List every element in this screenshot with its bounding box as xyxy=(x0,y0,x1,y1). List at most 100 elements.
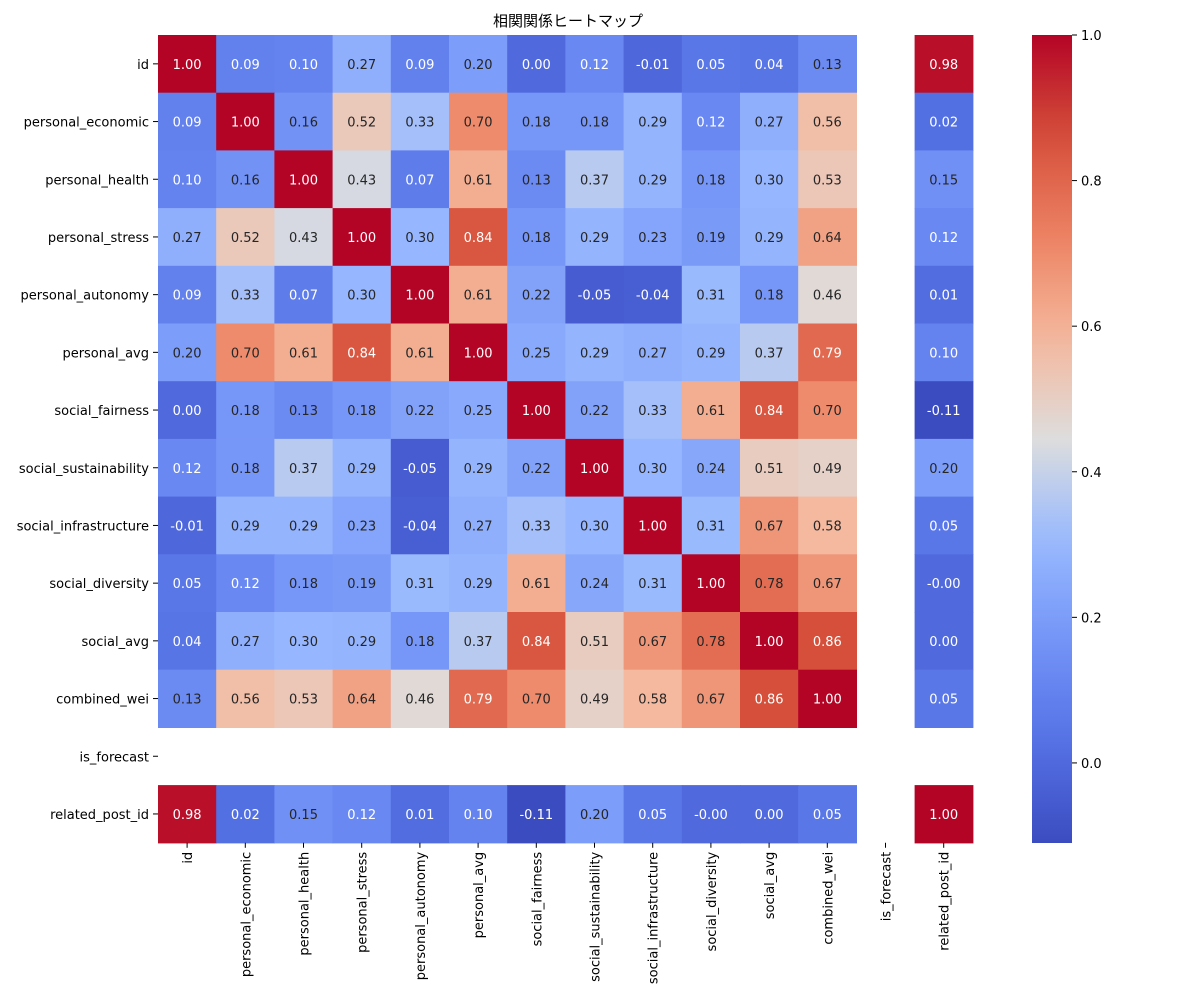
heatmap-cell xyxy=(914,265,974,325)
x-tick-label: social_avg xyxy=(763,852,778,919)
cell-value-label: 0.70 xyxy=(813,404,842,419)
heatmap-cell xyxy=(623,35,683,94)
cell-value-label: 1.00 xyxy=(173,58,202,73)
heatmap-cell xyxy=(507,612,566,671)
cell-value-label: 0.22 xyxy=(580,404,609,419)
cell-value-label: 0.20 xyxy=(580,808,609,823)
cell-value-label: 0.86 xyxy=(755,693,784,708)
x-tick-label: personal_stress xyxy=(356,852,371,953)
heatmap-cell xyxy=(914,438,974,498)
cell-value-label: 0.86 xyxy=(813,635,842,650)
cell-value-label: 0.07 xyxy=(289,289,318,304)
heatmap-cells xyxy=(158,35,974,844)
heatmap-cell xyxy=(565,669,625,728)
cell-value-label: 0.49 xyxy=(813,462,842,477)
cell-value-label: 0.53 xyxy=(289,693,318,708)
heatmap-cell xyxy=(507,381,566,440)
chart-title: 相関関係ヒートマップ xyxy=(493,12,643,30)
cell-value-label: 0.51 xyxy=(580,635,609,650)
heatmap-cell xyxy=(274,438,334,498)
heatmap-cell xyxy=(798,669,857,728)
heatmap-cell xyxy=(158,785,217,844)
cell-value-label: 0.61 xyxy=(405,346,434,361)
cell-value-label: 1.00 xyxy=(813,693,842,708)
heatmap-cell xyxy=(274,92,334,151)
cell-value-label: 0.58 xyxy=(813,519,842,534)
cell-value-label: 0.29 xyxy=(464,462,493,477)
cell-value-label: 1.00 xyxy=(522,404,551,419)
colorbar-tick-label: 1.0 xyxy=(1081,29,1102,44)
heatmap-cell xyxy=(274,208,334,267)
x-tick-label: social_infrastructure xyxy=(647,852,662,984)
heatmap-cell xyxy=(740,323,799,382)
heatmap-cell xyxy=(216,612,275,671)
cell-value-label: 1.00 xyxy=(755,635,784,650)
heatmap-cell xyxy=(623,381,683,440)
cell-value-label: 0.30 xyxy=(638,462,667,477)
y-tick-label: personal_avg xyxy=(62,346,149,361)
cell-value-label: 0.33 xyxy=(231,289,260,304)
cell-value-label: -0.04 xyxy=(636,289,670,304)
heatmap-cell xyxy=(332,150,392,209)
cell-value-label: 0.09 xyxy=(173,289,202,304)
cell-value-label: 0.84 xyxy=(347,346,376,361)
heatmap-cell xyxy=(798,496,857,555)
cell-value-label: -0.11 xyxy=(519,808,553,823)
heatmap-cell xyxy=(158,35,217,94)
cell-value-label: 0.00 xyxy=(173,404,202,419)
heatmap-cell xyxy=(274,554,334,613)
heatmap-cell xyxy=(390,438,450,498)
cell-value-label: 0.31 xyxy=(696,519,725,534)
cell-value-label: 0.25 xyxy=(522,346,551,361)
cell-value-label: 0.79 xyxy=(813,346,842,361)
heatmap-cell xyxy=(449,323,508,382)
cell-value-label: 1.00 xyxy=(405,289,434,304)
heatmap-cell xyxy=(449,150,508,209)
y-tick-label: personal_economic xyxy=(24,116,149,131)
cell-value-label: 0.19 xyxy=(696,231,725,246)
heatmap-cell xyxy=(623,323,683,382)
cell-value-label: 1.00 xyxy=(464,346,493,361)
heatmap-cell xyxy=(216,785,275,844)
heatmap-cell xyxy=(914,92,974,151)
cell-value-label: 0.70 xyxy=(464,116,493,131)
cell-value-label: 0.37 xyxy=(580,173,609,188)
cell-value-label: 0.29 xyxy=(347,462,376,477)
heatmap-cell xyxy=(332,323,392,382)
cell-value-label: 0.23 xyxy=(638,231,667,246)
cell-value-label: 0.10 xyxy=(289,58,318,73)
heatmap-cell xyxy=(158,496,217,555)
heatmap-cell xyxy=(740,612,799,671)
heatmap-cell xyxy=(390,669,450,728)
cell-value-label: 0.18 xyxy=(580,116,609,131)
x-tick-label: combined_wei xyxy=(821,852,836,945)
heatmap-cell xyxy=(507,150,566,209)
heatmap-cell xyxy=(914,554,974,613)
heatmap-cell xyxy=(565,92,625,151)
cell-value-label: -0.01 xyxy=(170,519,204,534)
cell-value-label: 0.18 xyxy=(231,462,260,477)
cell-value-label: 0.67 xyxy=(813,577,842,592)
heatmap-cell xyxy=(390,496,450,555)
heatmap-cell xyxy=(565,208,625,267)
cell-value-label: 0.02 xyxy=(231,808,260,823)
x-tick-label: personal_health xyxy=(298,852,313,956)
heatmap-cell xyxy=(158,669,217,728)
heatmap-cell xyxy=(332,496,392,555)
heatmap-cell xyxy=(158,323,217,382)
x-tick-label: personal_avg xyxy=(472,852,487,939)
heatmap-cell xyxy=(798,785,857,844)
cell-value-label: 0.70 xyxy=(522,693,551,708)
cell-value-label: 0.61 xyxy=(522,577,551,592)
cell-value-label: 0.24 xyxy=(696,462,725,477)
cell-value-label: 0.67 xyxy=(755,519,784,534)
cell-value-label: 0.12 xyxy=(696,116,725,131)
cell-value-label: 0.29 xyxy=(696,346,725,361)
colorbar-tick-label: 0.0 xyxy=(1081,757,1102,772)
cell-value-label: 1.00 xyxy=(289,173,318,188)
cell-value-label: 0.61 xyxy=(696,404,725,419)
cell-value-label: 0.27 xyxy=(464,519,493,534)
cell-value-label: 1.00 xyxy=(347,231,376,246)
heatmap-cell xyxy=(565,150,625,209)
